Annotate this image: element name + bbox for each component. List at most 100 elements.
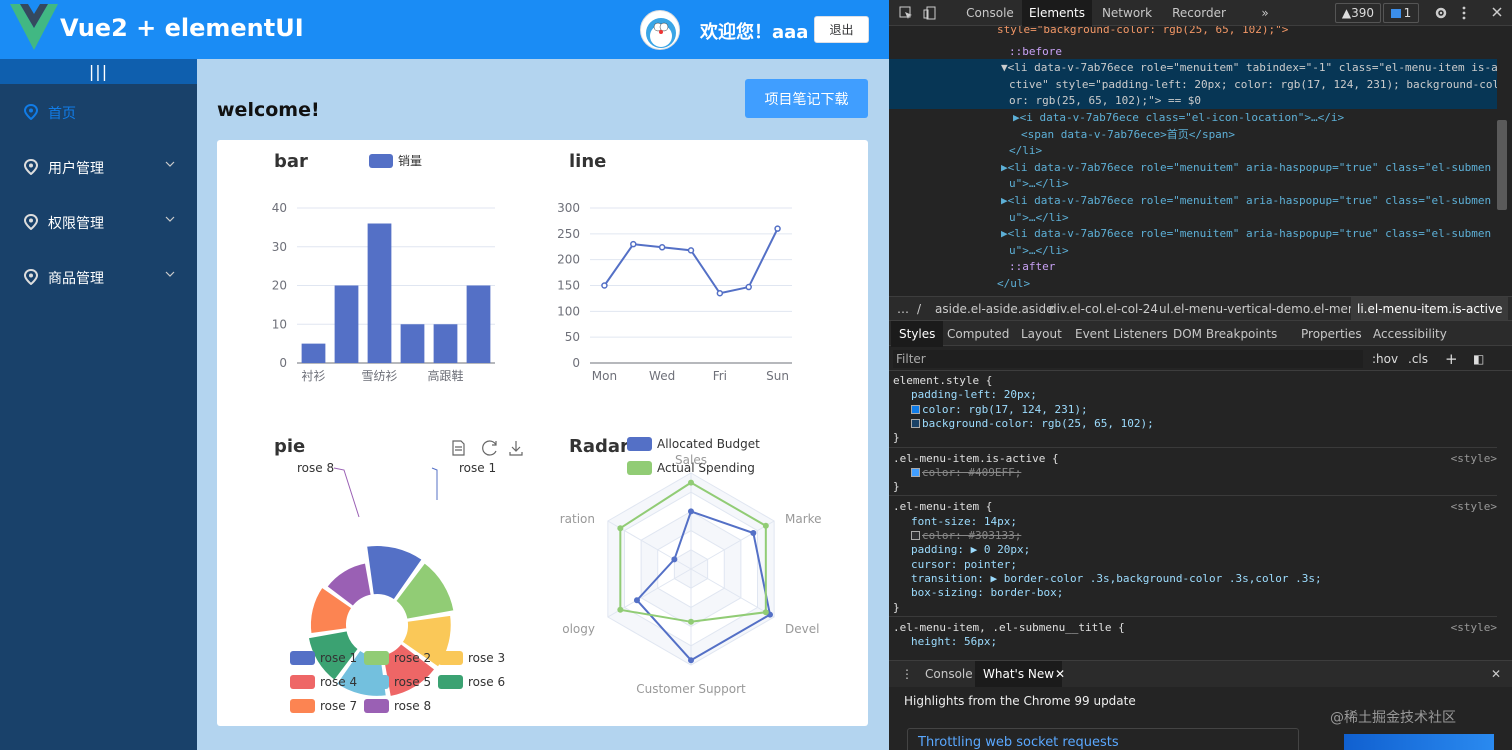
devtools-tab-1[interactable]: Elements [1022,0,1092,26]
dom-node-line[interactable]: u">…</li> [889,175,1497,192]
styles-filter-input[interactable] [893,350,1363,368]
styles-tab-5[interactable]: Properties [1301,327,1362,341]
whats-new-card[interactable]: Throttling web socket requests [907,728,1299,750]
class-toggle[interactable]: .cls [1408,352,1428,366]
location-icon [24,159,38,175]
inspect-element-icon[interactable] [899,6,913,20]
dom-node-line[interactable]: or: rgb(25, 65, 102);"> == $0 [889,92,1497,110]
message-icon [1390,9,1401,18]
dom-node-line[interactable]: ▶<li data-v-7ab76ece role="menuitem" ari… [889,192,1497,209]
close-devtools-icon[interactable] [1491,6,1503,18]
sidebar-item-label: 权限管理 [48,216,104,232]
dom-node-line[interactable]: u">…</li> [889,209,1497,226]
dom-node-line[interactable]: u">…</li> [889,242,1497,259]
styles-tab-1[interactable]: Computed [947,327,1010,341]
line-series [603,228,779,295]
styles-tab-2[interactable]: Layout [1021,327,1062,341]
dom-node-text: </div> [985,292,1025,296]
breadcrumb-item[interactable]: / [917,302,922,316]
dom-node-line[interactable]: ::after [889,258,1497,275]
line-ytick-label: 0 [572,356,580,370]
messages-badge[interactable]: 1 [1383,3,1419,23]
breadcrumb-item[interactable]: div.el-col.el-col-24 [1049,302,1158,316]
settings-gear-icon[interactable] [1434,6,1448,20]
dom-node-line[interactable]: ▼<li data-v-7ab76ece role="menuitem" tab… [889,59,1497,77]
style-line: color: #409EFF; [889,466,1497,480]
dom-node-text: ▶<li data-v-7ab76ece role="menuitem" ari… [1001,194,1492,207]
styles-tab-6[interactable]: Accessibility [1373,327,1447,341]
style-line: } [889,601,1497,615]
sidebar-item-2[interactable]: 权限管理 [0,194,197,250]
style-line: transition: ▶ border-color .3s,backgroun… [889,572,1497,586]
pie-legend-label: rose 3 [468,651,505,665]
style-line: color: #303133; [889,529,1497,543]
dom-node-line[interactable]: ctive" style="padding-left: 20px; color:… [889,75,1497,93]
hover-state-toggle[interactable]: :hov [1372,352,1399,366]
pie-legend-swatch [438,651,463,665]
styles-tabs: Styles Computed Layout Event Listeners DOM B… [889,320,1512,347]
dom-node-line[interactable]: ▶<i data-v-7ab76ece class="el-icon-locat… [889,109,1497,126]
style-source: <style> [1450,500,1497,514]
whats-new-link[interactable]: Throttling web socket requests [918,735,1119,750]
style-line: color: rgb(17, 124, 231); [889,403,1497,417]
new-rule-icon[interactable]: + [1445,350,1458,368]
app-title: Vue2 + elementUI [60,14,304,42]
devtools-tab-4[interactable]: » [1261,6,1269,20]
sidebar-item-0[interactable]: 首页 [0,84,197,140]
welcome-user-text: 欢迎您！aaa [700,22,809,43]
devtools-tab-2[interactable]: Network [1101,6,1153,20]
dom-node-line[interactable]: </ul> [889,275,1497,292]
dom-node-line[interactable]: ▶<li data-v-7ab76ece role="menuitem" ari… [889,159,1497,176]
dom-scrollbar[interactable] [1497,120,1507,210]
device-toolbar-icon[interactable] [923,6,937,20]
styles-tab-0[interactable]: Styles [891,321,944,347]
styles-tab-3[interactable]: Event Listeners [1075,327,1168,341]
line-point [687,247,695,254]
computed-sidebar-icon[interactable]: ◧ [1473,352,1485,366]
avatar[interactable] [640,10,680,50]
radar-indicator-label: ology [562,622,595,636]
sidebar-item-label: 首页 [48,106,76,122]
more-menu-icon[interactable] [1461,6,1467,20]
dom-node-line[interactable]: style="background-color: rgb(25, 65, 102… [889,26,1497,38]
breadcrumb-item[interactable]: aside.el-aside.aside [935,302,1054,316]
drawer-tab-1[interactable]: What's New [975,661,1063,687]
dom-node-line[interactable]: ▶<li data-v-7ab76ece role="menuitem" ari… [889,225,1497,242]
collapse-toggle[interactable]: ||| [0,59,197,84]
close-drawer-tab-icon[interactable]: ✕ [1055,667,1066,681]
dom-node-text: </li> [1009,144,1043,158]
breadcrumb-item[interactable]: li.el-menu-item.is-active [1351,297,1509,321]
logout-button[interactable]: 退出 [814,16,869,43]
line-point [630,240,637,248]
whats-new-highlights: Highlights from the Chrome 99 update [904,694,1136,708]
download-notes-button[interactable]: 项目笔记下载 [745,79,868,118]
styles-tab-4[interactable]: DOM Breakpoints [1173,327,1278,341]
line-ytick-label: 300 [557,201,580,215]
pie-legend-swatch [364,699,389,713]
warnings-badge[interactable]: ▲390 [1335,3,1381,23]
drawer-tab-0[interactable]: Console [925,667,973,681]
dom-node-text: ▶<i data-v-7ab76ece class="el-icon-locat… [1013,111,1345,124]
radar-axis [690,520,775,570]
style-selector: .el-menu-item.is-active { [893,451,1059,465]
sidebar-item-3[interactable]: 商品管理 [0,249,197,305]
style-declaration-text: font-size: 14px; [911,514,1017,528]
style-declaration-text: height: 56px; [911,635,998,649]
devtools-tab-0[interactable]: Console [966,6,1014,20]
dom-node-line[interactable]: ::before [889,43,1497,60]
dom-node-line[interactable]: </li> [889,142,1497,159]
radar-point [688,618,694,625]
style-selector: element.style { [893,374,993,387]
close-drawer-icon[interactable]: ✕ [1491,667,1502,681]
style-line: cursor: pointer; [889,558,1497,572]
dom-node-line[interactable]: </div> [889,292,1497,296]
bar-mark [301,343,326,363]
breadcrumb-item[interactable]: … [897,302,909,316]
dom-node-line[interactable]: <span data-v-7ab76ece>首页</span> [889,126,1497,143]
sidebar-item-1[interactable]: 用户管理 [0,139,197,195]
radar-point [688,508,694,515]
pie-legend-label: rose 6 [468,675,505,689]
line-point [716,290,724,297]
devtools-tab-3[interactable]: Recorder [1172,6,1226,20]
breadcrumb-item[interactable]: ul.el-menu-vertical-demo.el-menu [1159,302,1364,316]
